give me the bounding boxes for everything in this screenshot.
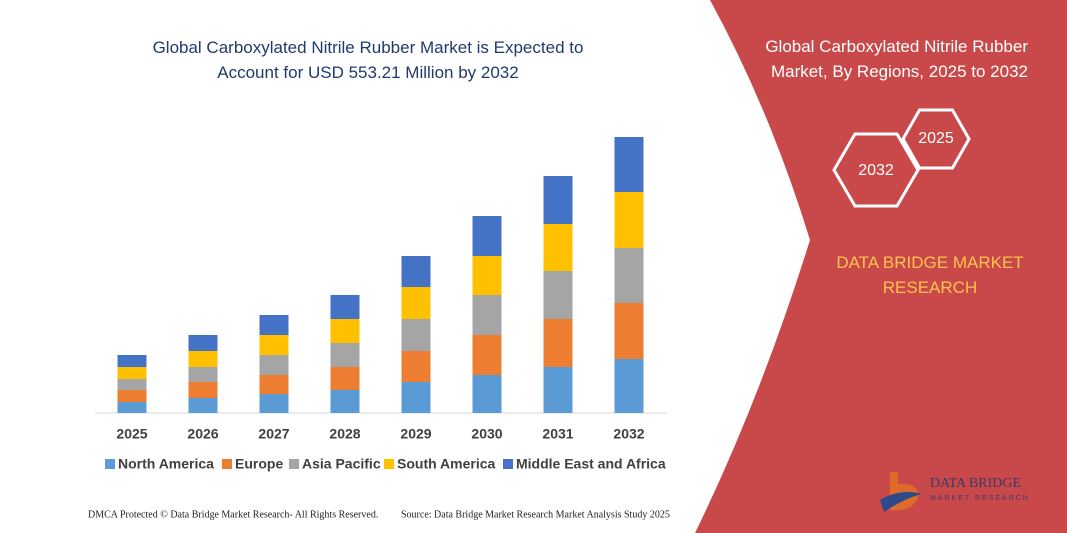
bar-segment bbox=[401, 319, 431, 351]
legend-label: North America bbox=[118, 456, 214, 472]
x-tick-label: 2030 bbox=[471, 426, 502, 442]
bar-segment bbox=[472, 335, 502, 375]
bar-segment bbox=[188, 351, 218, 367]
bar-segment bbox=[259, 315, 289, 335]
bar-segment bbox=[543, 271, 573, 319]
bar-segment bbox=[543, 176, 573, 224]
bar-segment bbox=[614, 137, 644, 192]
x-tick-label: 2027 bbox=[258, 426, 289, 442]
bar-segment bbox=[188, 382, 218, 398]
legend-swatch bbox=[105, 459, 115, 469]
legend-swatch bbox=[503, 459, 513, 469]
x-tick-label: 2032 bbox=[613, 426, 644, 442]
bar-segment bbox=[117, 390, 147, 402]
x-tick-label: 2031 bbox=[542, 426, 573, 442]
bar-segment bbox=[401, 382, 431, 413]
bar-segment bbox=[259, 355, 289, 375]
bar-segment bbox=[401, 351, 431, 382]
hexagon-label: 2032 bbox=[858, 162, 894, 179]
legend-label: Europe bbox=[235, 456, 283, 472]
bar-segment bbox=[614, 192, 644, 248]
bar-segment bbox=[117, 379, 147, 390]
bar-segment bbox=[188, 367, 218, 382]
footer-right: Source: Data Bridge Market Research Mark… bbox=[401, 509, 670, 520]
footer-left: DMCA Protected © Data Bridge Market Rese… bbox=[88, 509, 378, 520]
legend-swatch bbox=[222, 459, 232, 469]
bar-segment bbox=[117, 367, 147, 379]
bar-segment bbox=[259, 375, 289, 394]
hexagon bbox=[901, 108, 971, 170]
bar-segment bbox=[401, 287, 431, 319]
side-panel bbox=[695, 0, 1067, 533]
x-tick-label: 2026 bbox=[187, 426, 218, 442]
bar-segment bbox=[330, 319, 360, 343]
bar-segment bbox=[117, 402, 147, 413]
bar-segment bbox=[330, 295, 360, 319]
bar-segment bbox=[543, 367, 573, 413]
bar-segment bbox=[543, 224, 573, 271]
bar-segment bbox=[330, 367, 360, 390]
bar-segment bbox=[614, 248, 644, 303]
legend-label: South America bbox=[397, 456, 495, 472]
x-tick-label: 2028 bbox=[329, 426, 360, 442]
bar-segment bbox=[401, 256, 431, 287]
bar-segment bbox=[614, 303, 644, 359]
legend-label: Middle East and Africa bbox=[516, 456, 666, 472]
panel-title: Global Carboxylated Nitrile Rubber Market… bbox=[765, 37, 1028, 81]
bar-segment bbox=[330, 343, 360, 367]
bar-segment bbox=[472, 295, 502, 335]
hexagon bbox=[832, 132, 920, 208]
logo-icon bbox=[880, 492, 922, 512]
bar-segment bbox=[188, 398, 218, 413]
bar-segment bbox=[614, 359, 644, 413]
chart-title: Global Carboxylated Nitrile Rubber Marke… bbox=[153, 38, 584, 82]
bar-segment bbox=[188, 335, 218, 351]
x-tick-label: 2025 bbox=[116, 426, 147, 442]
bar-segment bbox=[259, 335, 289, 355]
logo-name: DATA BRIDGE bbox=[930, 476, 1021, 491]
logo-tagline: MARKET RESEARCH bbox=[930, 495, 1030, 502]
brand-text: DATA BRIDGE MARKET RESEARCH bbox=[836, 253, 1023, 297]
legend-label: Asia Pacific bbox=[302, 456, 381, 472]
legend-swatch bbox=[289, 459, 299, 469]
x-tick-label: 2029 bbox=[400, 426, 431, 442]
bar-segment bbox=[472, 216, 502, 256]
bar-segment bbox=[543, 319, 573, 367]
bar-segment bbox=[472, 256, 502, 295]
hexagon-label: 2025 bbox=[918, 130, 954, 147]
bar-segment bbox=[259, 394, 289, 413]
bar-segment bbox=[117, 355, 147, 367]
bar-segment bbox=[330, 390, 360, 413]
legend-swatch bbox=[384, 459, 394, 469]
logo: DATA BRIDGE MARKET RESEARCH bbox=[880, 472, 1030, 512]
bar-segment bbox=[472, 375, 502, 413]
